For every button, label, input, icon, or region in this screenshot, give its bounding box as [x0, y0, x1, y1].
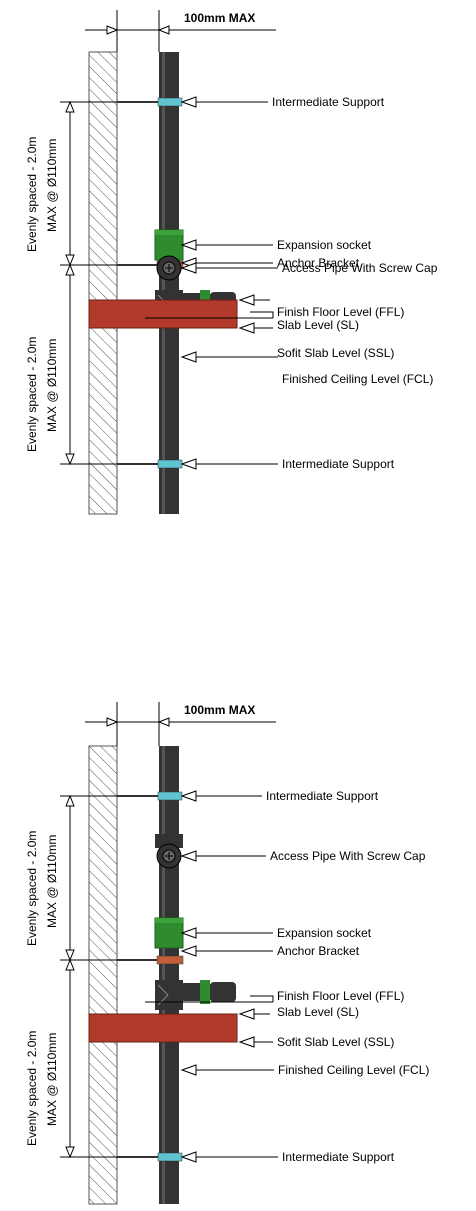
pipe-highlight [162, 52, 165, 514]
label-ssl: Sofit Slab Level (SSL) [277, 1035, 394, 1049]
leader-lines [145, 96, 278, 470]
access-pipe-screw-cap [156, 255, 182, 281]
intermediate-support-bottom-bracket [117, 459, 183, 469]
spacing-upper-line1: Evenly spaced - 2.0m [25, 137, 39, 252]
spacing-dimensions [60, 100, 117, 466]
intermediate-support-top-bracket [117, 97, 183, 107]
max-gap-dimension [85, 702, 276, 746]
label-fcl: Finished Ceiling Level (FCL) [282, 372, 433, 386]
spacing-dimensions [60, 794, 117, 1159]
expansion-socket-rim [155, 918, 183, 923]
spacing-upper-line1: Evenly spaced - 2.0m [25, 831, 39, 946]
label-fcl: Finished Ceiling Level (FCL) [278, 1063, 429, 1077]
spacing-upper-line2: MAX @ Ø110mm [45, 835, 59, 928]
max-gap-label: 100mm MAX [184, 703, 255, 717]
diagram-2-svg: 100mm MAX Evenly s [25, 702, 429, 1205]
branch-junction [155, 980, 236, 1010]
label-intermediate-support-top: Intermediate Support [266, 789, 379, 803]
spacing-lower-line2: MAX @ Ø110mm [45, 1033, 59, 1126]
slab [88, 1013, 238, 1043]
label-intermediate-support-top: Intermediate Support [272, 95, 385, 109]
access-pipe-screw-cap [155, 834, 183, 869]
label-expansion-socket: Expansion socket [277, 926, 372, 940]
expansion-socket-rim [155, 230, 183, 235]
max-gap-label: 100mm MAX [184, 11, 255, 25]
intermediate-support-top-bracket [117, 791, 183, 801]
leader-lines [145, 790, 278, 1163]
pipe-installation-diagram-2: 100mm MAX Evenly s [0, 646, 476, 1206]
label-anchor-bracket: Anchor Bracket [277, 944, 360, 958]
pipe-installation-diagram-1: 100mm MAX [0, 0, 476, 560]
wall [88, 51, 118, 515]
intermediate-support-bottom-bracket [117, 1152, 183, 1162]
label-access-pipe: Access Pipe With Screw Cap [282, 261, 438, 275]
wall [88, 745, 118, 1205]
max-gap-dimension [85, 10, 276, 52]
label-sl: Slab Level (SL) [277, 318, 359, 332]
spacing-lower-line2: MAX @ Ø110mm [45, 339, 59, 432]
label-access-pipe: Access Pipe With Screw Cap [270, 849, 426, 863]
spacing-lower-line1: Evenly spaced - 2.0m [25, 337, 39, 452]
label-sl: Slab Level (SL) [277, 1005, 359, 1019]
spacing-upper-line2: MAX @ Ø110mm [45, 139, 59, 232]
diagram-1-svg: 100mm MAX [25, 10, 438, 515]
label-ssl: Sofit Slab Level (SSL) [277, 346, 394, 360]
label-ffl: Finish Floor Level (FFL) [277, 989, 404, 1003]
anchor-bracket [117, 955, 184, 965]
slab [88, 299, 238, 329]
pipe-highlight [162, 746, 165, 1204]
label-intermediate-support-bottom: Intermediate Support [282, 457, 395, 471]
label-expansion-socket: Expansion socket [277, 238, 372, 252]
label-ffl: Finish Floor Level (FFL) [277, 305, 404, 319]
spacing-lower-line1: Evenly spaced - 2.0m [25, 1031, 39, 1146]
label-intermediate-support-bottom: Intermediate Support [282, 1150, 395, 1164]
label-anchor-bracket: Anchor Bracket [277, 256, 360, 270]
